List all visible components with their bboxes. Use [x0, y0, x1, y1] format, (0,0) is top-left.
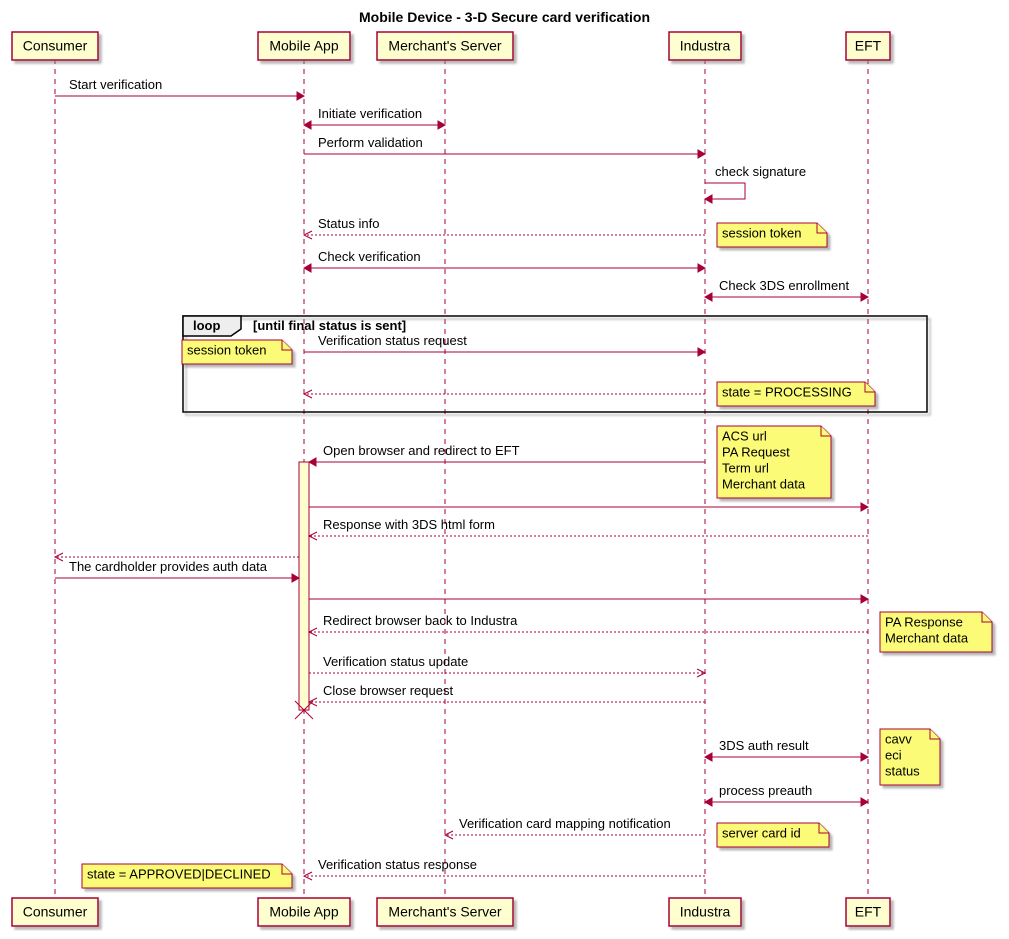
- participant-label: Industra: [680, 38, 731, 54]
- message-label: Check 3DS enrollment: [719, 278, 849, 293]
- message-label: check signature: [715, 164, 806, 179]
- participant-label: Mobile App: [269, 38, 338, 54]
- note-text: session token: [722, 226, 802, 241]
- participant-label: Mobile App: [269, 904, 338, 920]
- message-label: Verification status response: [318, 857, 477, 872]
- message-label: Verification status update: [323, 654, 468, 669]
- participant-label: Industra: [680, 904, 731, 920]
- note-text: session token: [187, 343, 267, 358]
- message-label: process preauth: [719, 783, 812, 798]
- note-text: Term url: [722, 461, 769, 476]
- message-label: Verification card mapping notification: [459, 816, 671, 831]
- message-label: Perform validation: [318, 135, 423, 150]
- loop-condition: [until final status is sent]: [253, 318, 406, 333]
- message-label: Initiate verification: [318, 106, 422, 121]
- note-text: cavv: [885, 732, 912, 747]
- note-text: Merchant data: [722, 477, 806, 492]
- sequence-diagram: Mobile Device - 3-D Secure card verifica…: [8, 8, 1001, 931]
- participant-label: EFT: [855, 904, 882, 920]
- note-text: PA Response: [885, 615, 963, 630]
- note-text: Merchant data: [885, 631, 969, 646]
- message-label: Check verification: [318, 249, 421, 264]
- note-text: status: [885, 764, 920, 779]
- diagram-title: Mobile Device - 3-D Secure card verifica…: [359, 9, 650, 25]
- message-label: The cardholder provides auth data: [69, 559, 268, 574]
- note-text: state = PROCESSING: [722, 385, 852, 400]
- message-label: 3DS auth result: [719, 738, 809, 753]
- message-label: Response with 3DS html form: [323, 517, 495, 532]
- message-label: Verification status request: [318, 333, 467, 348]
- activation-bar: [299, 462, 309, 710]
- participant-label: Merchant's Server: [388, 904, 501, 920]
- message-label: Status info: [318, 216, 379, 231]
- message-label: Redirect browser back to Industra: [323, 613, 518, 628]
- participant-label: Consumer: [23, 38, 88, 54]
- note-text: PA Request: [722, 445, 790, 460]
- loop-label: loop: [193, 318, 220, 333]
- participant-label: Merchant's Server: [388, 38, 501, 54]
- message-label: Start verification: [69, 77, 162, 92]
- message-label: Open browser and redirect to EFT: [323, 443, 520, 458]
- note-text: server card id: [722, 826, 801, 841]
- note-text: ACS url: [722, 429, 767, 444]
- participant-label: EFT: [855, 38, 882, 54]
- message-label: Close browser request: [323, 683, 453, 698]
- participant-label: Consumer: [23, 904, 88, 920]
- note-text: eci: [885, 748, 902, 763]
- note-text: state = APPROVED|DECLINED: [87, 867, 271, 882]
